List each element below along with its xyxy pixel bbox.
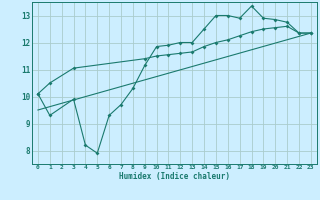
X-axis label: Humidex (Indice chaleur): Humidex (Indice chaleur) (119, 172, 230, 181)
